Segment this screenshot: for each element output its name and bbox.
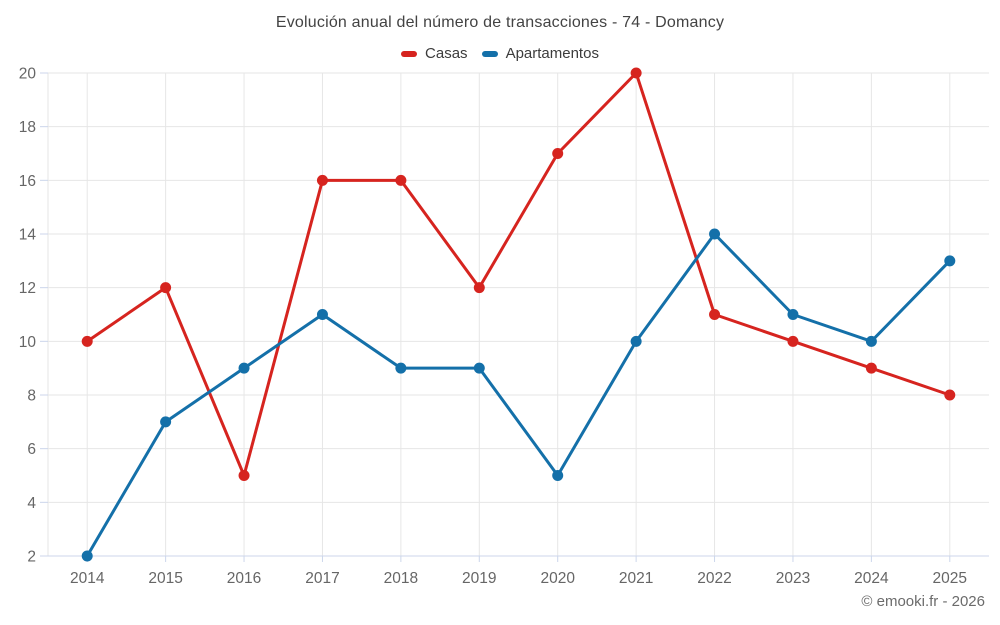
data-point-apartamentos-2019[interactable] <box>473 362 485 374</box>
x-axis-label: 2022 <box>697 570 731 587</box>
x-axis-label: 2023 <box>776 570 810 587</box>
y-axis-label: 8 <box>27 388 36 405</box>
legend-item-apartamentos[interactable]: Apartamentos <box>481 45 599 62</box>
data-point-apartamentos-2018[interactable] <box>395 362 407 374</box>
data-point-casas-2018[interactable] <box>395 174 407 186</box>
legend-label-casas: Casas <box>425 45 468 62</box>
data-point-apartamentos-2014[interactable] <box>81 550 93 562</box>
data-point-casas-2014[interactable] <box>81 335 93 347</box>
y-axis-label: 16 <box>19 173 36 190</box>
chart-title: Evolución anual del número de transaccio… <box>275 14 725 31</box>
data-point-apartamentos-2017[interactable] <box>316 309 328 320</box>
x-axis-label: 2019 <box>462 570 496 587</box>
data-point-apartamentos-2023[interactable] <box>787 309 799 320</box>
y-axis-label: 12 <box>19 280 36 297</box>
legend-label-apartamentos: Apartamentos <box>505 45 599 62</box>
data-point-apartamentos-2020[interactable] <box>552 470 564 481</box>
x-axis-label: 2025 <box>933 570 967 587</box>
data-point-apartamentos-2021[interactable] <box>630 335 642 347</box>
legend-item-casas[interactable]: Casas <box>401 45 468 62</box>
y-axis-label: 20 <box>19 66 37 83</box>
y-axis-label: 14 <box>19 227 37 244</box>
y-axis-label: 4 <box>27 495 36 512</box>
x-axis-label: 2020 <box>540 570 575 587</box>
casas-series-marker-icon <box>401 50 418 57</box>
data-point-casas-2021[interactable] <box>630 67 642 79</box>
data-point-casas-2016[interactable] <box>238 470 250 481</box>
x-axis-label: 2016 <box>227 570 261 587</box>
data-point-casas-2019[interactable] <box>473 282 485 294</box>
data-point-apartamentos-2025[interactable] <box>944 255 956 267</box>
series-line-casas <box>85 71 952 477</box>
data-point-casas-2023[interactable] <box>787 335 799 347</box>
apartamentos-series-marker-icon <box>481 50 498 57</box>
data-point-casas-2017[interactable] <box>316 174 328 186</box>
data-point-casas-2020[interactable] <box>552 148 564 159</box>
y-axis-label: 2 <box>27 549 36 566</box>
data-point-apartamentos-2016[interactable] <box>238 362 250 374</box>
x-axis-label: 2014 <box>70 570 105 587</box>
data-point-apartamentos-2022[interactable] <box>709 228 721 240</box>
x-axis-label: 2021 <box>619 570 653 587</box>
data-point-casas-2024[interactable] <box>865 362 877 374</box>
x-axis-label: 2015 <box>148 570 182 587</box>
x-axis-label: 2017 <box>305 570 339 587</box>
y-axis-label: 10 <box>19 334 37 351</box>
y-axis-label: 18 <box>19 119 36 136</box>
data-point-casas-2025[interactable] <box>944 389 956 401</box>
data-point-casas-2022[interactable] <box>709 309 721 320</box>
series-line-apartamentos <box>85 232 952 558</box>
x-axis-label: 2018 <box>384 570 418 587</box>
y-axis-label: 6 <box>27 441 36 458</box>
legend: Casas Apartamentos <box>0 45 1000 62</box>
data-point-casas-2015[interactable] <box>160 282 172 294</box>
x-axis-label: 2024 <box>854 570 889 587</box>
credits-link[interactable]: © emooki.fr - 2026 <box>861 593 985 610</box>
data-point-apartamentos-2024[interactable] <box>865 335 877 347</box>
data-point-apartamentos-2015[interactable] <box>160 416 172 428</box>
